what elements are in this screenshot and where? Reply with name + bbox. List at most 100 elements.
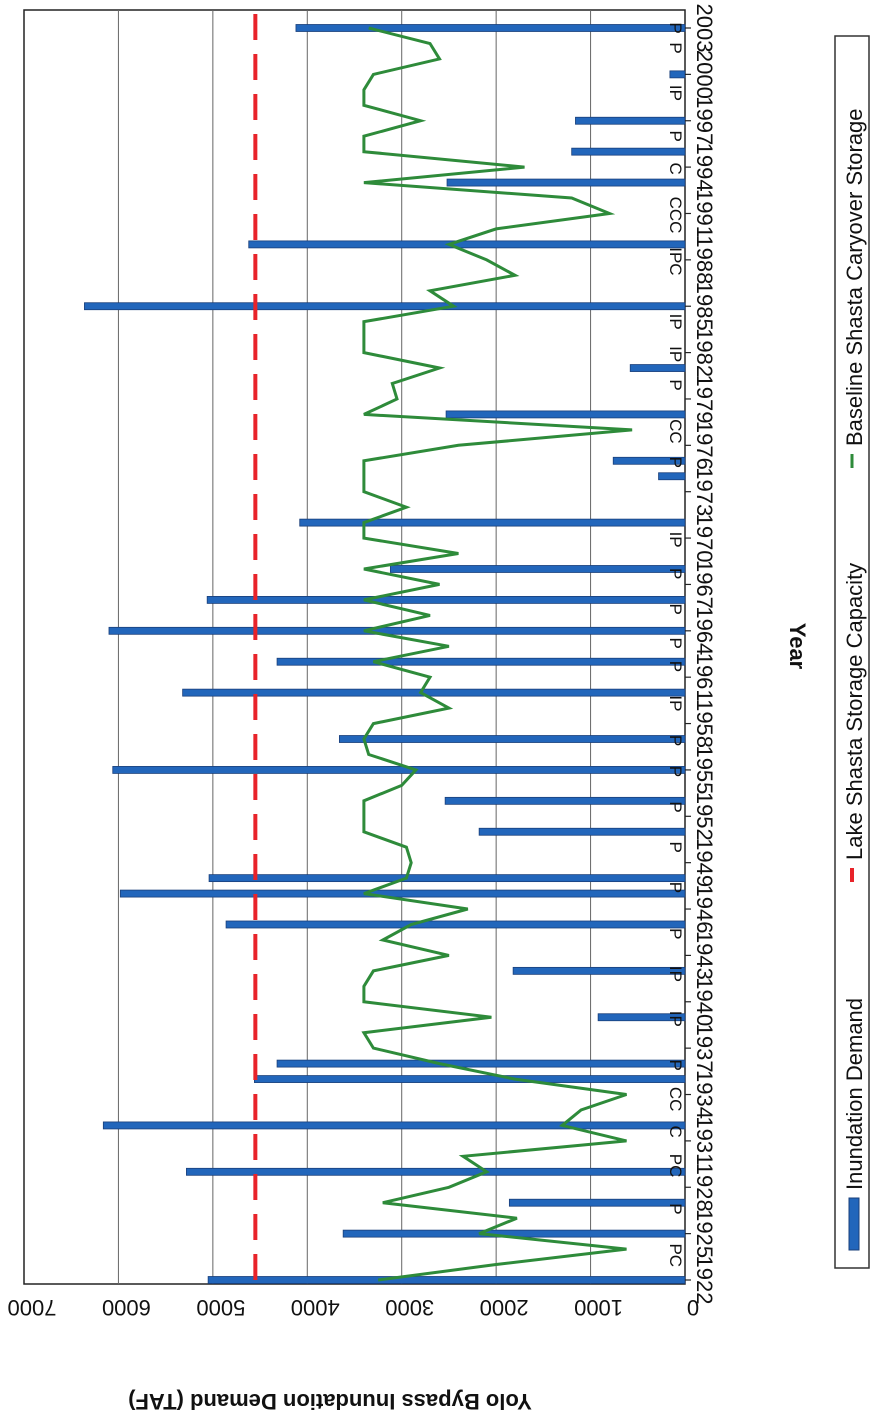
demand-bar — [84, 302, 686, 311]
demand-bar — [508, 1198, 686, 1207]
x-tick-label: 1970 — [692, 514, 717, 563]
y-tick-label: 5000 — [196, 1295, 245, 1320]
annotation-codes: PCPPCCCCPIPIPPPPPPPIPPPPPIPPCCPIPIPIPCCC… — [666, 22, 685, 1267]
annotation-code: IP — [666, 532, 685, 548]
x-tick-label: 1946 — [692, 885, 717, 934]
x-tick-label: 2003 — [692, 4, 717, 53]
annotation-code: P — [666, 1203, 685, 1214]
annotation-code: P — [666, 131, 685, 142]
annotation-code: C — [666, 1125, 685, 1137]
annotation-code: C — [666, 163, 685, 175]
legend-label-demand: Inundation Demand — [842, 998, 867, 1190]
demand-bar — [571, 147, 686, 156]
demand-bar — [206, 596, 686, 604]
annotation-code: P — [666, 457, 685, 468]
x-tick-label: 1994 — [692, 143, 717, 192]
demand-bar — [669, 70, 686, 79]
annotation-code: P — [666, 842, 685, 853]
y-tick-label: 6000 — [102, 1295, 151, 1320]
demand-bar — [299, 518, 686, 527]
demand-bar — [446, 178, 686, 187]
demand-bar — [445, 410, 686, 419]
y-tick-label: 7000 — [8, 1295, 57, 1320]
y-axis-ticks: 0 1000 2000 3000 4000 5000 6000 7000 — [8, 1295, 700, 1320]
x-tick-label: 1931 — [692, 1116, 717, 1165]
gridlines — [117, 10, 592, 1284]
x-axis-ticks: 1922192519281931193419371940194319461949… — [685, 4, 717, 1305]
annotation-code: P — [666, 661, 685, 672]
annotation-code: IP — [666, 695, 685, 711]
y-axis-title: Yolo Bypass Inundation Demand (TAF) — [128, 1389, 532, 1414]
demand-bar — [597, 1013, 686, 1022]
x-tick-label: 1922 — [692, 1256, 717, 1305]
demand-bar — [512, 966, 686, 975]
annotation-code: P — [666, 801, 685, 812]
demand-bar — [108, 626, 686, 635]
annotation-code: P — [666, 928, 685, 939]
annotation-code: CCC — [666, 197, 685, 234]
demand-bar — [248, 240, 686, 249]
y-tick-label: 0 — [687, 1295, 699, 1320]
demand-bar — [276, 1059, 686, 1068]
demand-bar — [338, 735, 686, 743]
demand-bar — [575, 116, 686, 125]
annotation-code: IP — [666, 966, 685, 982]
x-tick-label: 1940 — [692, 977, 717, 1026]
demand-bar — [612, 456, 686, 465]
x-tick-label: 1925 — [692, 1209, 717, 1258]
x-tick-label: 1943 — [692, 931, 717, 980]
demand-bar — [444, 796, 686, 805]
bars — [84, 24, 686, 1284]
x-tick-label: 1988 — [692, 235, 717, 284]
x-tick-label: 1952 — [692, 792, 717, 841]
annotation-code: P — [666, 766, 685, 777]
annotation-code: P — [666, 568, 685, 579]
x-tick-label: 2000 — [692, 50, 717, 99]
x-tick-label: 1928 — [692, 1163, 717, 1212]
demand-bar — [658, 472, 686, 481]
demand-bar — [182, 688, 686, 697]
legend-swatch-demand — [848, 1197, 860, 1251]
annotation-code: P — [666, 42, 685, 53]
legend-label-capacity: Lake Shasta Storage Capacity — [842, 563, 867, 860]
annotation-code: IP — [666, 1011, 685, 1027]
demand-bar — [119, 889, 686, 898]
plot-area: PCPPCCCCPIPIPPPPPPPIPPPPPIPPCCPIPIPIPCCC… — [8, 4, 717, 1320]
x-tick-label: 1934 — [692, 1070, 717, 1119]
annotation-code: P — [666, 379, 685, 390]
x-tick-label: 1997 — [692, 96, 717, 145]
annotation-code: P — [666, 882, 685, 893]
annotation-code: P — [666, 1059, 685, 1070]
x-tick-label: 1991 — [692, 189, 717, 238]
x-tick-label: 1964 — [692, 606, 717, 655]
legend-frame — [834, 35, 870, 1269]
x-tick-label: 1961 — [692, 653, 717, 702]
demand-bar — [389, 565, 686, 573]
x-tick-label: 1982 — [692, 328, 717, 377]
annotation-code: IP — [666, 346, 685, 362]
annotation-code: CC — [666, 419, 685, 444]
demand-bar — [186, 1167, 686, 1176]
x-tick-label: 1979 — [692, 374, 717, 423]
annotation-code: P — [666, 22, 685, 33]
annotation-code: P — [666, 735, 685, 746]
legend-label-storage: Baseline Shasta Caryover Storage — [842, 108, 867, 446]
y-tick-label: 2000 — [480, 1295, 529, 1320]
demand-bar — [478, 827, 686, 836]
x-tick-label: 1958 — [692, 699, 717, 748]
annotation-code: IPC — [666, 247, 685, 275]
demand-bar — [276, 657, 686, 666]
x-tick-label: 1955 — [692, 745, 717, 794]
annotation-code: PC — [666, 1243, 685, 1267]
demand-bar — [112, 766, 686, 774]
annotation-code: CC — [666, 1087, 685, 1112]
y-tick-label: 3000 — [385, 1295, 434, 1320]
storage-line — [361, 26, 633, 1282]
demand-bar — [225, 920, 686, 929]
annotation-code: P — [666, 638, 685, 649]
annotation-code: P — [666, 604, 685, 615]
x-tick-label: 1985 — [692, 282, 717, 331]
demand-bar — [254, 1075, 686, 1083]
legend: Inundation Demand Lake Shasta Storage Ca… — [834, 35, 870, 1269]
